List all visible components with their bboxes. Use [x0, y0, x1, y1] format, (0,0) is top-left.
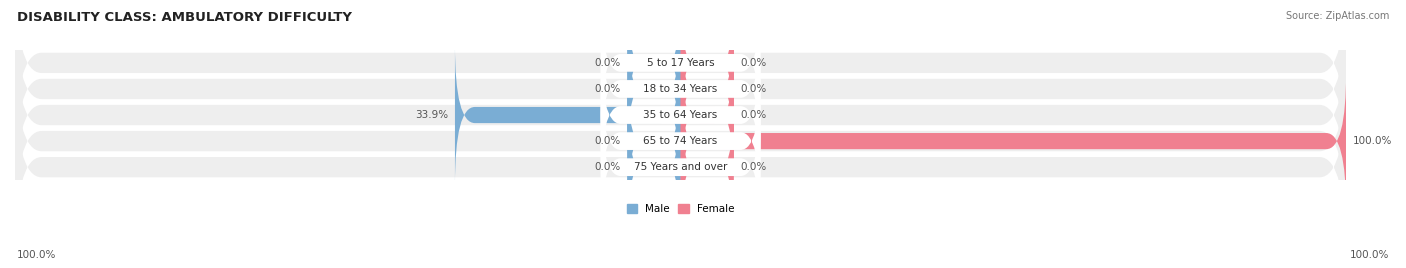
Text: 100.0%: 100.0% [1350, 250, 1389, 260]
FancyBboxPatch shape [600, 72, 761, 210]
FancyBboxPatch shape [15, 73, 1346, 261]
FancyBboxPatch shape [627, 19, 681, 159]
Text: 0.0%: 0.0% [741, 110, 766, 120]
FancyBboxPatch shape [681, 19, 734, 159]
FancyBboxPatch shape [600, 46, 761, 184]
Text: 100.0%: 100.0% [17, 250, 56, 260]
FancyBboxPatch shape [681, 97, 734, 237]
Legend: Male, Female: Male, Female [627, 204, 734, 214]
Text: 18 to 34 Years: 18 to 34 Years [644, 84, 717, 94]
Text: 33.9%: 33.9% [415, 110, 449, 120]
FancyBboxPatch shape [15, 21, 1346, 209]
Text: 65 to 74 Years: 65 to 74 Years [644, 136, 717, 146]
Text: 75 Years and over: 75 Years and over [634, 162, 727, 172]
Text: 0.0%: 0.0% [595, 84, 620, 94]
Text: DISABILITY CLASS: AMBULATORY DIFFICULTY: DISABILITY CLASS: AMBULATORY DIFFICULTY [17, 11, 352, 24]
FancyBboxPatch shape [627, 71, 681, 211]
Text: 0.0%: 0.0% [741, 84, 766, 94]
FancyBboxPatch shape [456, 45, 681, 185]
FancyBboxPatch shape [15, 0, 1346, 183]
Text: 0.0%: 0.0% [595, 58, 620, 68]
FancyBboxPatch shape [15, 0, 1346, 157]
FancyBboxPatch shape [681, 71, 1346, 211]
FancyBboxPatch shape [627, 0, 681, 133]
Text: 0.0%: 0.0% [595, 162, 620, 172]
Text: 100.0%: 100.0% [1353, 136, 1392, 146]
FancyBboxPatch shape [600, 0, 761, 132]
FancyBboxPatch shape [681, 45, 734, 185]
Text: Source: ZipAtlas.com: Source: ZipAtlas.com [1285, 11, 1389, 21]
FancyBboxPatch shape [681, 0, 734, 133]
FancyBboxPatch shape [600, 98, 761, 237]
FancyBboxPatch shape [600, 20, 761, 158]
Text: 0.0%: 0.0% [741, 162, 766, 172]
Text: 0.0%: 0.0% [595, 136, 620, 146]
Text: 0.0%: 0.0% [741, 58, 766, 68]
FancyBboxPatch shape [627, 97, 681, 237]
Text: 5 to 17 Years: 5 to 17 Years [647, 58, 714, 68]
Text: 35 to 64 Years: 35 to 64 Years [644, 110, 717, 120]
FancyBboxPatch shape [15, 47, 1346, 235]
